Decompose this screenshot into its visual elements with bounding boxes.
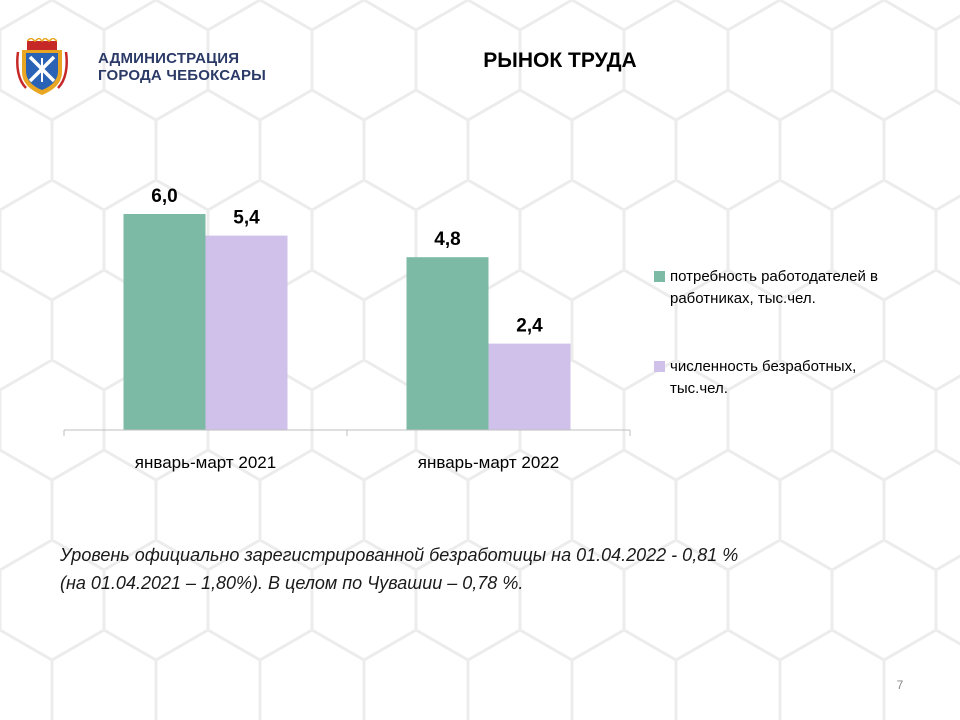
note-line: Уровень официально зарегистрированной бе… bbox=[60, 545, 739, 565]
legend-swatch-series-2 bbox=[654, 361, 665, 372]
legend-swatch-series-1 bbox=[654, 271, 665, 282]
bar-series-1 bbox=[123, 214, 206, 430]
legend-item-employer-demand: потребность работодателей в работниках, … bbox=[652, 266, 942, 310]
category-tick-label: январь-март 2021 bbox=[135, 453, 276, 472]
data-label: 5,4 bbox=[233, 208, 260, 229]
page-number: 7 bbox=[896, 678, 904, 692]
legend-label-line: потребность работодателей в bbox=[670, 268, 879, 285]
organization-name: АДМИНИСТРАЦИЯ ГОРОДА ЧЕБОКСАРЫ bbox=[98, 50, 266, 84]
bar-series-2 bbox=[488, 343, 571, 430]
legend-label-line: тыс.чел. bbox=[670, 380, 728, 397]
legend-label-line: работниках, тыс.чел. bbox=[670, 290, 816, 307]
org-name-line1: АДМИНИСТРАЦИЯ bbox=[98, 50, 240, 67]
city-coat-of-arms-icon bbox=[16, 38, 68, 95]
category-tick-label: январь-март 2022 bbox=[418, 453, 559, 472]
data-label: 4,8 bbox=[434, 229, 460, 250]
legend-item-unemployed-count: численность безработных, тыс.чел. bbox=[652, 356, 942, 400]
note-line: (на 01.04.2021 – 1,80%). В целом по Чува… bbox=[60, 573, 524, 593]
data-label: 6,0 bbox=[151, 186, 177, 207]
legend-label-line: численность безработных, bbox=[670, 358, 857, 375]
org-name-line2: ГОРОДА ЧЕБОКСАРЫ bbox=[98, 67, 267, 84]
chart-legend: потребность работодателей в работниках, … bbox=[652, 266, 942, 446]
page-title: РЫНОК ТРУДА bbox=[483, 49, 637, 72]
bar-series-1 bbox=[406, 257, 489, 430]
unemployment-note: Уровень официально зарегистрированной бе… bbox=[60, 541, 840, 597]
bar-series-2 bbox=[205, 235, 288, 430]
data-label: 2,4 bbox=[516, 316, 543, 337]
